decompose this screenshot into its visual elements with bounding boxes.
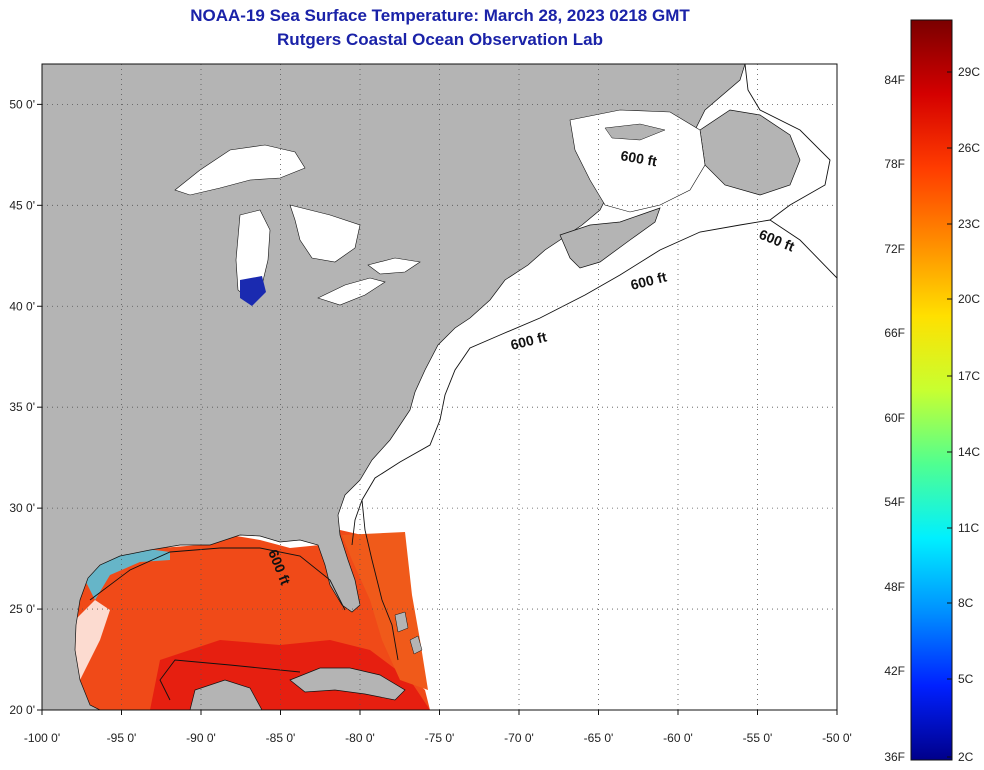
lake-superior	[174, 144, 306, 196]
land-yucatan	[189, 679, 263, 710]
lat-tick-label: 50 0'	[9, 97, 35, 111]
colorbar-c-label: 17C	[958, 369, 980, 383]
longitude-axis: -100 0' -95 0' -90 0' -85 0' -80 0' -75 0' -70…	[24, 710, 852, 745]
colorbar-c-label: 26C	[958, 141, 980, 155]
colorbar-f-label: 66F	[884, 326, 905, 340]
latitude-axis: 20 0' 25 0' 30 0' 35 0' 40 0' 45 0' 50 0'	[9, 97, 42, 717]
colorbar-c-label: 14C	[958, 445, 980, 459]
colorbar-celsius-labels: 29C 26C 23C 20C 17C 14C 11C 8C 5C 2C	[947, 65, 980, 764]
lake-huron	[289, 204, 361, 263]
sst-atlantic-strip	[342, 532, 428, 690]
colorbar-c-label: 8C	[958, 596, 974, 610]
temperature-colorbar	[910, 19, 953, 761]
lat-tick-label: 25 0'	[9, 602, 35, 616]
land-cuba	[289, 667, 406, 701]
lon-tick-label: -85 0'	[266, 731, 296, 745]
lake-ontario	[367, 257, 421, 275]
lon-tick-label: -55 0'	[743, 731, 773, 745]
lake-erie	[317, 277, 386, 306]
colorbar-f-label: 54F	[884, 495, 905, 509]
lat-tick-label: 35 0'	[9, 400, 35, 414]
lon-tick-label: -95 0'	[107, 731, 137, 745]
lon-tick-label: -50 0'	[822, 731, 852, 745]
lon-tick-label: -80 0'	[345, 731, 375, 745]
map-subtitle: Rutgers Coastal Ocean Observation Lab	[277, 30, 603, 49]
land-north-america	[42, 64, 746, 710]
depth-label-1: 600 ft	[619, 147, 658, 169]
colorbar-f-label: 48F	[884, 580, 905, 594]
land-anticosti	[604, 123, 666, 141]
colorbar-f-label: 42F	[884, 664, 905, 678]
colorbar-f-label: 84F	[884, 73, 905, 87]
lat-tick-label: 45 0'	[9, 198, 35, 212]
gulf-of-st-lawrence	[569, 109, 706, 213]
colorbar-c-label: 23C	[958, 217, 980, 231]
lat-tick-label: 40 0'	[9, 299, 35, 313]
colorbar-c-label: 5C	[958, 672, 974, 686]
land-newfoundland	[699, 109, 801, 196]
colorbar-f-label: 60F	[884, 411, 905, 425]
lon-tick-label: -90 0'	[186, 731, 216, 745]
colorbar-f-label: 78F	[884, 157, 905, 171]
lon-tick-label: -100 0'	[24, 731, 60, 745]
colorbar-f-label: 72F	[884, 242, 905, 256]
lon-tick-label: -65 0'	[584, 731, 614, 745]
map-title: NOAA-19 Sea Surface Temperature: March 2…	[190, 6, 690, 25]
colorbar-fahrenheit-labels: 84F 78F 72F 66F 60F 54F 48F 42F 36F	[884, 73, 905, 764]
lon-tick-label: -75 0'	[425, 731, 455, 745]
lon-tick-label: -60 0'	[663, 731, 693, 745]
colorbar-c-label: 2C	[958, 750, 974, 764]
land-maritimes	[559, 207, 661, 269]
lat-tick-label: 20 0'	[9, 703, 35, 717]
lon-tick-label: -70 0'	[504, 731, 534, 745]
colorbar-c-label: 11C	[958, 521, 979, 535]
colorbar-c-label: 20C	[958, 292, 980, 306]
lake-michigan-cold-data	[240, 276, 266, 306]
land-bahamas	[394, 611, 423, 655]
colorbar-f-label: 36F	[884, 750, 905, 764]
depth-contour-600ft	[89, 64, 837, 701]
colorbar-c-label: 29C	[958, 65, 980, 79]
lat-tick-label: 30 0'	[9, 501, 35, 515]
